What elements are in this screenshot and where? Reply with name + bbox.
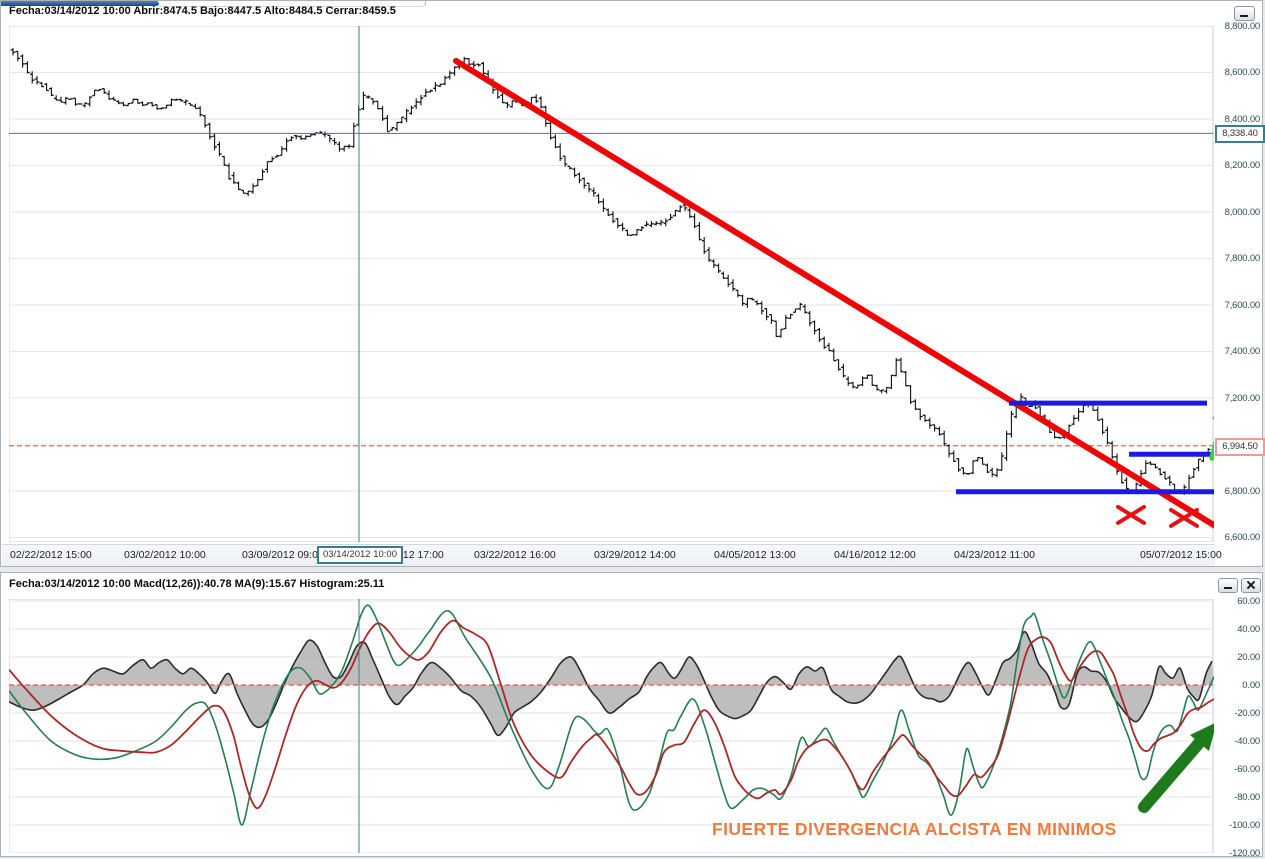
x-axis-tick-label: 03/29/2012 14:00 [594, 549, 676, 561]
y-axis-tick-label: 8,000.00 [1224, 206, 1261, 218]
x-axis-tick-label: 04/23/2012 11:00 [954, 549, 1035, 561]
y-axis-tick-label: 8,800.00 [1224, 20, 1261, 32]
x-axis-tick-label: 05/07/2012 15:00 [1140, 549, 1222, 561]
macd-y-axis-tick-label: -120.00 [1229, 848, 1260, 859]
price-x-axis: 02/22/2012 15:00 03/02/2012 10:00 03/09/20… [2, 544, 1222, 566]
macd-close-button[interactable] [1241, 578, 1261, 593]
y-axis-tick-label: 7,200.00 [1224, 392, 1261, 404]
y-axis-tick-label: 8,400.00 [1224, 113, 1261, 125]
x-axis-tick-label: 04/05/2012 13:00 [714, 549, 796, 561]
crosshair-date-box: 03/14/2012 10:00 [317, 546, 403, 564]
macd-y-axis-tick-label: -80.00 [1234, 792, 1260, 803]
macd-plot[interactable] [9, 599, 1214, 853]
price-chart-panel: Fecha:03/14/2012 10:00 Abrir:8474.5 Bajo… [0, 0, 1265, 567]
price-panel-header: Fecha:03/14/2012 10:00 Abrir:8474.5 Bajo… [9, 5, 396, 17]
y-axis-tick-label: 6,600.00 [1224, 532, 1261, 543]
x-axis-tick-label: 03/22/2012 16:00 [474, 549, 556, 561]
macd-y-axis-tick-label: -100.00 [1229, 820, 1260, 831]
price-chart-plot[interactable] [9, 26, 1214, 542]
macd-y-axis-tick-label: 20.00 [1237, 652, 1260, 663]
y-axis-tick-label: 8,200.00 [1224, 160, 1261, 171]
tab-bar [1, 1, 1262, 7]
x-axis-tick-label: 02/22/2012 15:00 [10, 549, 92, 561]
minimize-icon [1224, 587, 1232, 589]
minimize-button[interactable] [1234, 6, 1255, 21]
macd-y-axis-tick-label: 0.00 [1242, 680, 1260, 691]
y-axis-tick-label: 7,800.00 [1224, 253, 1261, 264]
macd-y-axis-tick-label: 40.00 [1237, 624, 1260, 635]
minimize-icon [1240, 15, 1248, 17]
x-axis-tick-label: 04/16/2012 12:00 [834, 549, 916, 561]
macd-panel-header: Fecha:03/14/2012 10:00 Macd(12,26)):40.7… [9, 578, 385, 590]
y-axis-tick-label: 7,600.00 [1224, 299, 1261, 311]
divergence-annotation-text: FIUERTE DIVERGENCIA ALCISTA EN MINIMOS [712, 819, 1117, 839]
macd-indicator-panel: Fecha:03/14/2012 10:00 Macd(12,26)):40.7… [0, 572, 1263, 859]
macd-y-axis-tick-label: -20.00 [1234, 708, 1260, 719]
macd-y-axis-tick-label: 60.00 [1237, 596, 1260, 607]
macd-y-axis-tick-label: -40.00 [1234, 736, 1260, 747]
macd-y-axis-tick-label: -60.00 [1234, 764, 1260, 775]
inactive-chart-tab[interactable] [159, 1, 426, 7]
crosshair-price-box: 8,338.40 [1215, 125, 1265, 144]
active-chart-tab[interactable] [1, 1, 159, 6]
y-axis-tick-label: 6,800.00 [1224, 485, 1261, 497]
last-price-box: 6,994.50 [1215, 437, 1265, 456]
macd-minimize-button[interactable] [1218, 578, 1238, 593]
x-axis-tick-label: 03/09/2012 09:00 [242, 549, 324, 561]
y-axis-tick-label: 7,400.00 [1224, 346, 1261, 357]
y-axis-tick-label: 8,600.00 [1224, 67, 1261, 78]
x-axis-tick-label: 03/02/2012 10:00 [124, 549, 206, 561]
